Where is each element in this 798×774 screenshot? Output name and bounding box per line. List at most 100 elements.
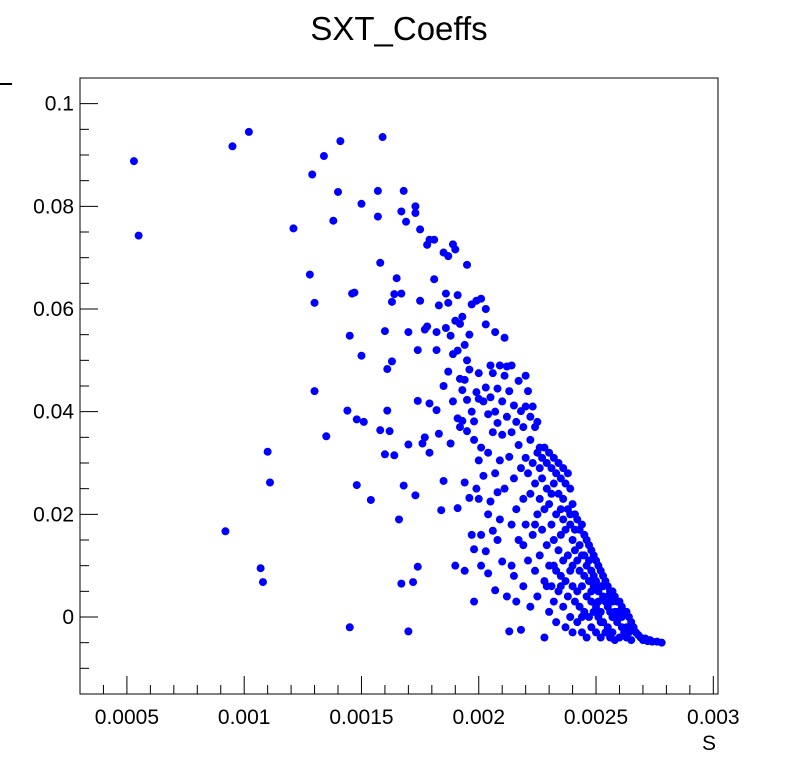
y-tick-label: 0.08	[33, 195, 74, 218]
data-point	[451, 561, 460, 570]
data-point	[458, 386, 467, 395]
data-point	[498, 557, 507, 566]
data-point	[526, 412, 535, 421]
data-point	[486, 497, 495, 506]
data-point	[228, 142, 237, 151]
data-point	[573, 587, 582, 596]
data-point	[547, 464, 556, 473]
data-point	[465, 365, 474, 374]
data-point	[500, 484, 509, 493]
data-point	[413, 346, 422, 355]
data-point	[430, 275, 439, 284]
data-point	[545, 607, 554, 616]
data-point	[383, 406, 392, 415]
data-point	[519, 423, 528, 432]
data-point	[575, 566, 584, 575]
data-point	[580, 551, 589, 560]
x-tick-label: 0.003	[687, 706, 740, 729]
data-point	[455, 319, 464, 328]
data-point	[376, 258, 385, 267]
data-point	[603, 623, 612, 632]
data-point	[608, 628, 617, 637]
data-point	[488, 369, 497, 378]
data-point	[554, 459, 563, 467]
data-point	[244, 127, 253, 136]
data-point	[502, 592, 511, 601]
data-point	[568, 561, 577, 570]
data-point	[458, 312, 467, 321]
data-point	[439, 382, 448, 390]
data-point	[599, 582, 608, 591]
data-point	[531, 520, 540, 529]
data-point	[514, 536, 523, 544]
x-tick-label: 0.0005	[95, 706, 159, 729]
data-point	[577, 613, 586, 621]
data-point	[570, 525, 579, 534]
data-point	[467, 407, 476, 416]
data-point	[258, 578, 267, 587]
data-point	[378, 133, 387, 142]
data-point	[493, 384, 502, 393]
data-point	[129, 157, 138, 166]
data-point	[552, 618, 561, 627]
data-point	[524, 556, 533, 565]
data-point	[540, 443, 549, 452]
data-point	[552, 469, 561, 478]
data-point	[477, 530, 486, 539]
data-point	[556, 582, 565, 591]
data-point	[521, 453, 530, 462]
data-point	[521, 402, 530, 411]
data-point	[352, 415, 361, 424]
data-point	[556, 571, 565, 580]
data-point	[453, 504, 462, 513]
data-point	[584, 613, 593, 621]
data-point	[561, 623, 570, 632]
data-point	[507, 428, 516, 437]
x-tick-label: 0.0025	[564, 706, 628, 729]
data-point	[500, 371, 509, 380]
data-point	[542, 484, 551, 493]
data-point	[521, 520, 530, 529]
data-point	[460, 478, 469, 487]
data-point	[561, 577, 570, 586]
data-point	[336, 137, 345, 146]
data-point	[570, 546, 579, 555]
data-point	[512, 417, 521, 426]
data-point	[575, 541, 584, 550]
data-point	[357, 199, 366, 208]
x-tick-label: 0.001	[218, 706, 271, 729]
data-point	[390, 451, 399, 460]
data-point	[563, 592, 572, 601]
data-point	[395, 515, 403, 524]
data-point	[484, 510, 493, 519]
data-point	[432, 328, 441, 337]
data-point	[589, 571, 598, 580]
data-point	[448, 397, 457, 406]
data-point	[596, 607, 605, 616]
data-point	[584, 556, 593, 565]
data-point	[566, 520, 575, 529]
data-point	[524, 469, 533, 478]
data-point	[463, 356, 472, 365]
data-point	[453, 346, 462, 355]
data-point	[263, 447, 272, 456]
data-point	[587, 587, 596, 596]
data-point	[505, 627, 514, 636]
data-point	[566, 484, 575, 493]
data-point	[507, 361, 516, 370]
data-point	[507, 520, 516, 529]
data-point	[519, 582, 528, 591]
data-point	[134, 231, 143, 240]
data-point	[566, 613, 575, 621]
data-point	[451, 245, 460, 254]
data-point	[556, 530, 565, 539]
data-point	[441, 289, 450, 298]
data-point	[441, 323, 450, 332]
data-point	[319, 152, 328, 161]
data-point	[556, 505, 565, 514]
data-point	[516, 464, 525, 473]
data-point	[366, 495, 375, 504]
data-point	[568, 582, 577, 591]
data-point	[540, 633, 549, 642]
